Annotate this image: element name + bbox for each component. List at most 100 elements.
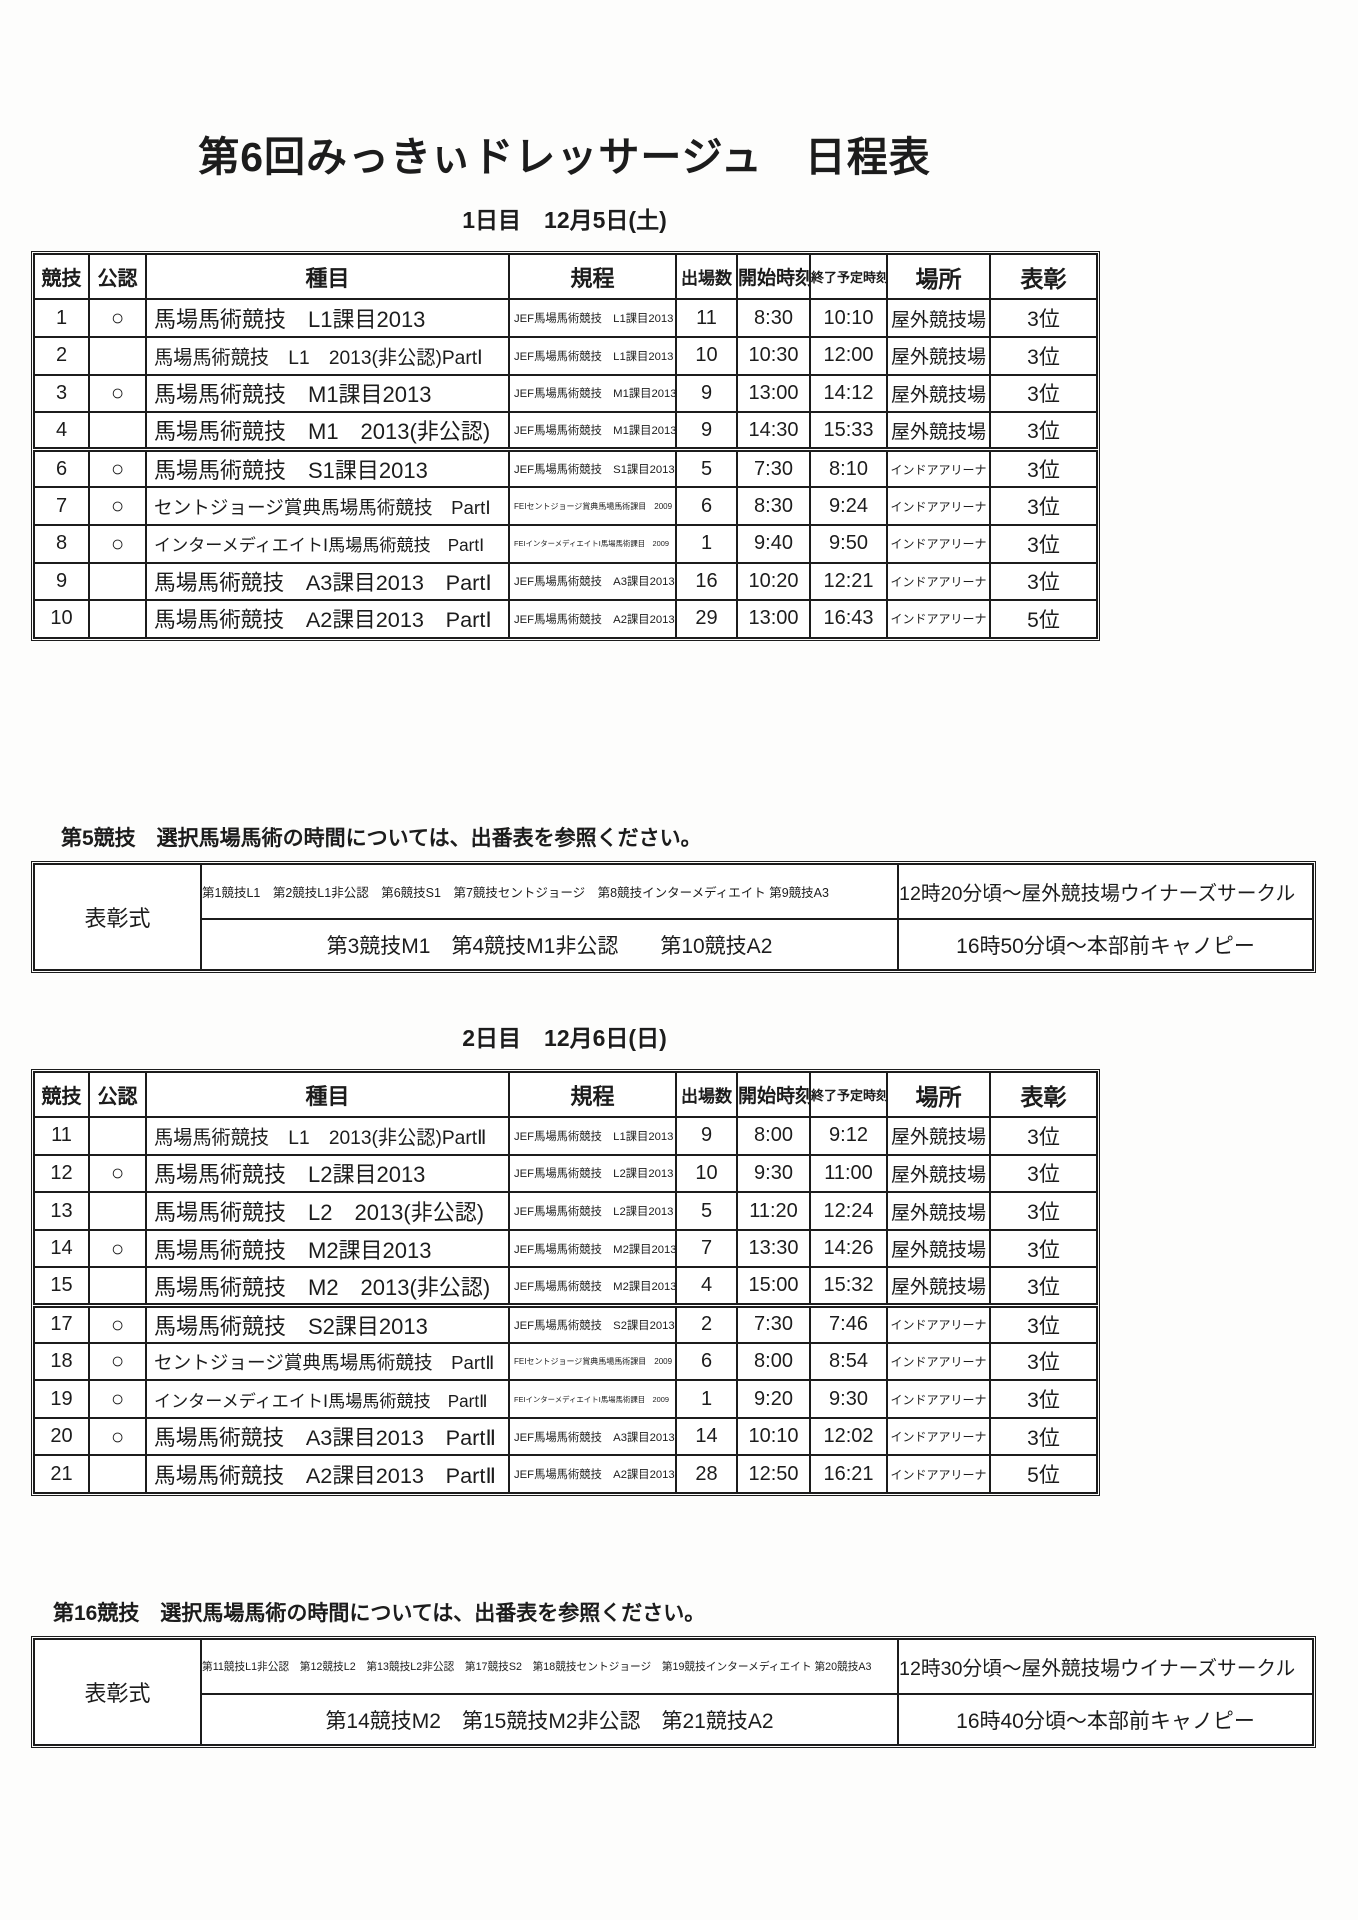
- col-header-end-time: 終了予定時刻: [809, 1071, 888, 1119]
- cell-certified: ○: [88, 1153, 147, 1194]
- cell-end: 9:24: [809, 486, 888, 526]
- cell-venue: 屋外競技場: [886, 1191, 991, 1231]
- cell-regulation: FEIセントジョージ賞典馬場馬術課目 2009: [508, 1341, 677, 1382]
- schedule-row: 13 馬場馬術競技 L2 2013(非公認) JEF馬場馬術競技 L2課目2013 5…: [33, 1191, 1098, 1231]
- cell-no: 19: [33, 1379, 90, 1419]
- cell-entries: 9: [675, 373, 738, 414]
- cell-event: セントジョージ賞典馬場馬術競技 PartⅠ: [145, 486, 510, 526]
- cell-venue: 屋外競技場: [886, 1228, 991, 1269]
- cell-award: 3位: [989, 1116, 1098, 1156]
- cell-certified: ○: [88, 1379, 147, 1419]
- day1-ceremony-time-2: 16時50分頃～本部前キャノピー: [897, 918, 1314, 972]
- day2-ceremony-time-1: 12時30分頃～屋外競技場ウイナーズサークル: [897, 1638, 1314, 1696]
- cell-end: 14:26: [809, 1228, 888, 1269]
- cell-award: 3位: [989, 1191, 1098, 1231]
- cell-award: 5位: [989, 1454, 1098, 1495]
- cell-venue: 屋外競技場: [886, 1266, 991, 1307]
- cell-no: 6: [33, 447, 90, 489]
- cell-end: 9:30: [809, 1379, 888, 1419]
- col-header-entries: 出場数: [675, 253, 738, 301]
- schedule-row: 21 馬場馬術競技 A2課目2013 PartⅡ JEF馬場馬術競技 A2課目201…: [33, 1454, 1098, 1495]
- ceremony-row: 表彰式 第11競技L1非公認 第12競技L2 第13競技L2非公認 第17競技S…: [33, 1638, 1314, 1747]
- cell-no: 1: [33, 298, 90, 338]
- col-header-award: 表彰: [989, 253, 1098, 301]
- col-header-competition-no: 競技: [33, 1071, 90, 1119]
- day2-ceremony-table: 表彰式 第11競技L1非公認 第12競技L2 第13競技L2非公認 第17競技S…: [31, 1636, 1316, 1749]
- cell-end: 15:33: [809, 411, 888, 451]
- schedule-row: 20 ○ 馬場馬術競技 A3課目2013 PartⅡ JEF馬場馬術競技 A3課目20…: [33, 1416, 1098, 1457]
- cell-venue: インドアアリーナ: [886, 561, 991, 602]
- cell-certified: ○: [88, 298, 147, 338]
- cell-regulation: JEF馬場馬術競技 L2課目2013: [508, 1153, 677, 1194]
- schedule-row: 3 ○ 馬場馬術競技 M1課目2013 JEF馬場馬術競技 M1課目2013 9 13:0…: [33, 373, 1098, 414]
- cell-entries: 9: [675, 1116, 738, 1156]
- cell-end: 10:10: [809, 298, 888, 338]
- cell-event: 馬場馬術競技 A3課目2013 PartⅡ: [145, 1416, 510, 1457]
- cell-award: 3位: [989, 1228, 1098, 1269]
- cell-event: 馬場馬術競技 M2課目2013: [145, 1228, 510, 1269]
- cell-award: 3位: [989, 298, 1098, 338]
- cell-regulation: JEF馬場馬術競技 A3課目2013: [508, 561, 677, 602]
- cell-end: 9:12: [809, 1116, 888, 1156]
- day1-ceremony-events-2: 第3競技M1 第4競技M1非公認 第10競技A2: [200, 918, 899, 972]
- col-header-regulation: 規程: [508, 253, 677, 301]
- cell-certified: [88, 411, 147, 451]
- cell-entries: 5: [675, 447, 738, 489]
- cell-venue: インドアアリーナ: [886, 486, 991, 526]
- day1-section: 1日目 12月5日(土) 競技 公認 種目 規程 出場数 開始時刻 終了予定時刻…: [31, 205, 1325, 974]
- cell-award: 3位: [989, 447, 1098, 489]
- page-title: 第6回みっきぃドレッサージュ 日程表: [198, 134, 931, 180]
- day2-ceremony-events-1: 第11競技L1非公認 第12競技L2 第13競技L2非公認 第17競技S2 第1…: [200, 1638, 899, 1696]
- col-header-event: 種目: [145, 253, 510, 301]
- cell-venue: インドアアリーナ: [886, 1416, 991, 1457]
- cell-end: 11:00: [809, 1153, 888, 1194]
- cell-certified: ○: [88, 447, 147, 489]
- cell-start: 13:00: [736, 599, 811, 639]
- cell-end: 9:50: [809, 523, 888, 564]
- cell-certified: ○: [88, 1228, 147, 1269]
- day1-ceremony-table: 表彰式 第1競技L1 第2競技L1非公認 第6競技S1 第7競技セントジョージ …: [31, 861, 1316, 974]
- day2-note: 第16競技 選択馬場馬術の時間については、出番表を参照ください。: [53, 1602, 706, 1626]
- cell-certified: [88, 561, 147, 602]
- cell-event: 馬場馬術競技 M1課目2013: [145, 373, 510, 414]
- cell-award: 3位: [989, 1266, 1098, 1307]
- cell-venue: 屋外競技場: [886, 335, 991, 376]
- cell-award: 3位: [989, 561, 1098, 602]
- cell-regulation: FEIセントジョージ賞典馬場馬術課目 2009: [508, 486, 677, 526]
- cell-venue: インドアアリーナ: [886, 523, 991, 564]
- cell-award: 3位: [989, 1416, 1098, 1457]
- cell-no: 7: [33, 486, 90, 526]
- cell-start: 7:30: [736, 1302, 811, 1344]
- cell-end: 16:21: [809, 1454, 888, 1495]
- cell-end: 12:00: [809, 335, 888, 376]
- schedule-row: 8 ○ インターメディエイトⅠ馬場馬術競技 PartⅠ FEIインターメディエイトⅠ馬…: [33, 523, 1098, 564]
- col-header-certified: 公認: [88, 1071, 147, 1119]
- cell-event: 馬場馬術競技 L1課目2013: [145, 298, 510, 338]
- cell-event: インターメディエイトⅠ馬場馬術競技 PartⅠ: [145, 523, 510, 564]
- cell-no: 17: [33, 1302, 90, 1344]
- cell-start: 8:00: [736, 1341, 811, 1382]
- cell-event: インターメディエイトⅠ馬場馬術競技 PartⅡ: [145, 1379, 510, 1419]
- cell-no: 15: [33, 1266, 90, 1307]
- col-header-certified: 公認: [88, 253, 147, 301]
- schedule-row: 17 ○ 馬場馬術競技 S2課目2013 JEF馬場馬術競技 S2課目2013 2 7:3…: [33, 1302, 1098, 1344]
- cell-start: 12:50: [736, 1454, 811, 1495]
- cell-venue: インドアアリーナ: [886, 599, 991, 639]
- ceremony-row: 表彰式 第1競技L1 第2競技L1非公認 第6競技S1 第7競技セントジョージ …: [33, 863, 1314, 972]
- cell-entries: 10: [675, 1153, 738, 1194]
- cell-no: 12: [33, 1153, 90, 1194]
- cell-start: 10:20: [736, 561, 811, 602]
- cell-entries: 29: [675, 599, 738, 639]
- cell-event: 馬場馬術競技 L2 2013(非公認): [145, 1191, 510, 1231]
- cell-end: 15:32: [809, 1266, 888, 1307]
- cell-no: 21: [33, 1454, 90, 1495]
- cell-no: 20: [33, 1416, 90, 1457]
- cell-regulation: JEF馬場馬術競技 M1課目2013: [508, 373, 677, 414]
- cell-award: 3位: [989, 411, 1098, 451]
- schedule-row: 15 馬場馬術競技 M2 2013(非公認) JEF馬場馬術競技 M2課目2013 4…: [33, 1266, 1098, 1307]
- cell-no: 4: [33, 411, 90, 451]
- cell-start: 14:30: [736, 411, 811, 451]
- cell-start: 10:30: [736, 335, 811, 376]
- cell-start: 9:30: [736, 1153, 811, 1194]
- col-header-venue: 場所: [886, 1071, 991, 1119]
